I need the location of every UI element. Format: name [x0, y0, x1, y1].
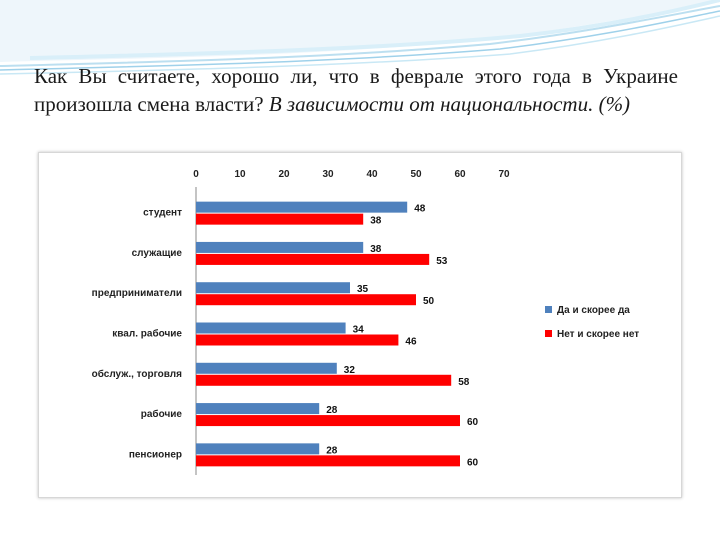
- data-label: 38: [370, 244, 382, 255]
- data-label: 34: [353, 325, 365, 336]
- data-label: 58: [458, 377, 470, 388]
- data-label: 32: [344, 365, 356, 376]
- category-label: пенсионер: [129, 449, 182, 460]
- category-label: квал. рабочие: [112, 328, 182, 340]
- bar: [196, 443, 320, 455]
- heading-question: Как Вы считаете, хорошо ли, что в феврал…: [34, 64, 678, 116]
- x-tick-label: 50: [410, 169, 422, 180]
- data-label: 38: [370, 216, 382, 227]
- x-tick-label: 40: [366, 169, 378, 180]
- chart-panel: 0 10 20 30 40 50 60 70 студент 48 38 служащие 38 53 пр…: [38, 152, 682, 498]
- bar: [196, 282, 350, 294]
- bar: [196, 294, 416, 306]
- x-tick-label: 20: [278, 169, 290, 180]
- data-label: 60: [467, 457, 479, 468]
- bar: [196, 322, 346, 334]
- bar: [196, 415, 460, 427]
- x-tick-label: 70: [498, 169, 510, 180]
- data-label: 48: [414, 204, 426, 215]
- category-label: студент: [143, 208, 182, 219]
- bar: [196, 213, 364, 225]
- x-tick-label: 0: [193, 169, 199, 180]
- data-label: 35: [357, 284, 369, 295]
- legend-swatch: [545, 330, 552, 337]
- x-tick-label: 60: [454, 169, 466, 180]
- bar: [196, 253, 430, 265]
- x-tick-label: 30: [322, 169, 334, 180]
- data-label: 50: [423, 296, 435, 307]
- bar: [196, 241, 364, 253]
- bar: [196, 374, 452, 386]
- data-label: 28: [326, 405, 338, 416]
- data-label: 46: [405, 337, 417, 348]
- heading-subtitle: В зависимости от национальности. (%): [268, 92, 631, 116]
- data-label: 60: [467, 417, 479, 428]
- data-label: 53: [436, 256, 448, 267]
- legend-entry: Нет и скорее нет: [557, 329, 639, 340]
- bar: [196, 362, 337, 374]
- bar: [196, 201, 408, 213]
- slide-heading: Как Вы считаете, хорошо ли, что в феврал…: [34, 62, 678, 118]
- data-label: 28: [326, 445, 338, 456]
- bar: [196, 455, 460, 467]
- bar-chart: 0 10 20 30 40 50 60 70 студент 48 38 служащие 38 53 пр…: [92, 169, 639, 475]
- decorative-waves: [0, 0, 720, 75]
- legend-entry: Да и скорее да: [557, 305, 630, 316]
- category-label: предприниматели: [92, 288, 182, 299]
- legend-swatch: [545, 306, 552, 313]
- bar: [196, 403, 320, 415]
- category-label: рабочие: [141, 408, 183, 420]
- x-tick-label: 10: [234, 169, 246, 180]
- category-label: обслуж., торговля: [92, 368, 183, 380]
- bar: [196, 334, 399, 346]
- category-label: служащие: [132, 248, 183, 259]
